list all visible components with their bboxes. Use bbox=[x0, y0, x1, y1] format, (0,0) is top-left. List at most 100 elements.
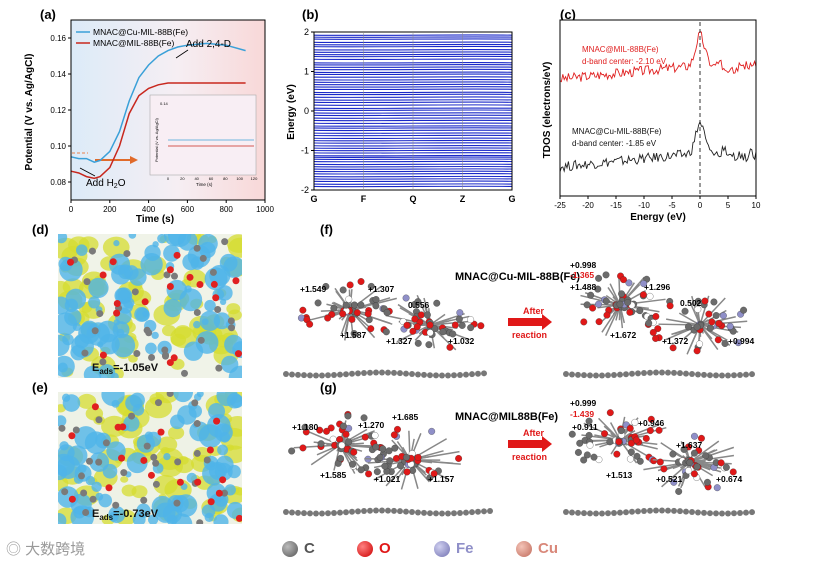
xtick-label: 0 bbox=[69, 205, 74, 214]
chart-c-black-dband: d-band center: -1.85 eV bbox=[572, 139, 657, 148]
legend-fe-ball bbox=[434, 540, 450, 557]
inset-xtick-label: 80 bbox=[223, 176, 228, 181]
inset-xtick-label: 0 bbox=[167, 176, 170, 181]
charge-f-b5: +1.032 bbox=[448, 336, 475, 346]
inset-xtick-label: 40 bbox=[194, 176, 199, 181]
tdos-line-1 bbox=[559, 120, 757, 173]
inset-ytick: 0.14 bbox=[160, 101, 169, 106]
charge-f-a1: -1.365 bbox=[570, 270, 594, 280]
chart-b-ylabel: Energy (eV) bbox=[286, 84, 297, 140]
charge-f-b3: +1.587 bbox=[340, 330, 367, 340]
charge-g-a4: +1.637 bbox=[676, 440, 703, 450]
charge-g-b4: +1.021 bbox=[374, 474, 401, 484]
charge-f-b0: +1.549 bbox=[300, 284, 327, 294]
arrow-g-top: After bbox=[523, 428, 544, 438]
chart-c-plot-bg bbox=[560, 20, 756, 196]
series-line-0 bbox=[70, 42, 246, 164]
structures-fg: MNAC@Cu-MIL-88B(Fe) MNAC@MIL88B(Fe) Afte… bbox=[283, 260, 755, 517]
charge-density-d bbox=[58, 234, 242, 378]
inset-xtick-label: 20 bbox=[180, 176, 185, 181]
legend-o: O bbox=[357, 540, 391, 557]
chart-c-xlabel: Energy (eV) bbox=[630, 212, 686, 223]
chart-a-inset bbox=[149, 94, 257, 176]
chart-c-ylabel: TDOS (electrons/eV) bbox=[542, 62, 553, 159]
arrow-f-bottom: reaction bbox=[512, 330, 547, 340]
ytick-label: 2 bbox=[304, 27, 309, 37]
charge-density-e bbox=[58, 392, 242, 524]
charge-f-b4: +1.327 bbox=[386, 336, 413, 346]
inset-xtick-label: 120 bbox=[251, 176, 258, 181]
kpoint-label: G bbox=[310, 194, 317, 204]
xtick-label: -5 bbox=[668, 201, 676, 210]
charge-g-b2: +1.685 bbox=[392, 412, 419, 422]
xtick-label: 600 bbox=[181, 205, 195, 214]
annotation-arrow-h2o2 bbox=[79, 167, 96, 177]
arrow-g-bottom: reaction bbox=[512, 452, 547, 462]
arrow-g bbox=[508, 436, 552, 452]
kpoint-label: Z bbox=[460, 194, 466, 204]
ytick-label: 0.12 bbox=[50, 106, 66, 115]
inset-xticks: 0 20 40 60 80 100 120 bbox=[167, 176, 258, 181]
charge-f-a3: +1.296 bbox=[644, 282, 671, 292]
xtick-label: 800 bbox=[220, 205, 234, 214]
charge-g-b0: +1.180 bbox=[292, 422, 319, 432]
legend-c-ball bbox=[282, 540, 298, 557]
inset-ylabel: Potential (V vs. Ag/AgCl) bbox=[154, 118, 159, 162]
watermark: ◎ 大数跨境 bbox=[6, 541, 86, 558]
zoom-arrow-head bbox=[130, 156, 138, 164]
xtick-label: -20 bbox=[582, 201, 594, 210]
charge-g-a3: +0.946 bbox=[638, 418, 665, 428]
chart-b-bands bbox=[313, 34, 513, 188]
panel-label-d: (d) bbox=[32, 222, 49, 237]
charge-f-a2: +1.488 bbox=[570, 282, 597, 292]
inset-xtick-label: 60 bbox=[209, 176, 214, 181]
ytick-label: 1 bbox=[304, 67, 309, 77]
legend-o-ball bbox=[357, 540, 373, 557]
xtick-label: -25 bbox=[554, 201, 566, 210]
charge-f-b1: +1.307 bbox=[368, 284, 395, 294]
xtick-label: -15 bbox=[610, 201, 622, 210]
chart-a-xlabel: Time (s) bbox=[136, 214, 174, 225]
charge-f-a7: +0.994 bbox=[728, 336, 755, 346]
title-g: MNAC@MIL88B(Fe) bbox=[455, 411, 558, 423]
eads-e: Eads=-0.73eV bbox=[92, 508, 159, 523]
kpoint-label: F bbox=[361, 194, 367, 204]
panel-label-e: (e) bbox=[32, 380, 48, 395]
charge-g-b3: +1.585 bbox=[320, 470, 347, 480]
charge-g-a2: +0.911 bbox=[572, 422, 598, 432]
charge-f-a6: +1.372 bbox=[662, 336, 689, 346]
xtick-label: 400 bbox=[142, 205, 156, 214]
chart-c: -25 -20 -15 -10 -5 0 5 10 MNAC@MIL-88B(Fe) d-ba… bbox=[542, 19, 761, 223]
ytick-label: 0.08 bbox=[50, 178, 66, 187]
charge-g-a0: +0.999 bbox=[570, 398, 597, 408]
legend-text-cu: MNAC@Cu-MIL-88B(Fe) bbox=[93, 27, 188, 37]
chart-c-red-name: MNAC@MIL-88B(Fe) bbox=[582, 45, 659, 54]
inset-xlabel: Time (s) bbox=[196, 182, 213, 187]
ytick-label: -1 bbox=[301, 146, 309, 156]
charge-g-a6: +0.521 bbox=[656, 474, 683, 484]
charge-g-b1: +1.270 bbox=[358, 420, 385, 430]
annotation-add-h2o2: Add H2O bbox=[86, 178, 126, 190]
xtick-label: 0 bbox=[698, 201, 703, 210]
arrow-f-top: After bbox=[523, 306, 544, 316]
xtick-label: 5 bbox=[726, 201, 731, 210]
annotation-arrow-24d bbox=[175, 49, 189, 59]
charge-f-a5: +1.672 bbox=[610, 330, 637, 340]
panel-label-a: (a) bbox=[40, 7, 56, 22]
chart-c-axes: -25 -20 -15 -10 -5 0 5 10 bbox=[554, 196, 761, 210]
chart-a: 0.14 Potential (V vs. Ag/AgCl) 0 20 40 60 80… bbox=[24, 19, 274, 225]
title-f: MNAC@Cu-MIL-88B(Fe) bbox=[455, 271, 580, 283]
charge-f-a4: 0.502 bbox=[680, 298, 702, 308]
chart-c-frame bbox=[559, 19, 757, 197]
chart-b: 210-1-2G F Q Z G Energy (eV) bbox=[286, 27, 516, 204]
annotation-add-24d: Add 2,4-D bbox=[186, 39, 231, 50]
xtick-label: -10 bbox=[638, 201, 650, 210]
chart-a-ylabel: Potential (V vs. Ag/AgCl) bbox=[24, 54, 35, 171]
ytick-label: -2 bbox=[301, 185, 309, 195]
panel-label-b: (b) bbox=[302, 7, 319, 22]
charge-g-a1: -1.439 bbox=[570, 409, 594, 419]
inset-xtick-label: 100 bbox=[236, 176, 243, 181]
chart-b-axes: 210-1-2G F Q Z G bbox=[301, 27, 516, 204]
charge-g-b5: +1.157 bbox=[428, 474, 455, 484]
